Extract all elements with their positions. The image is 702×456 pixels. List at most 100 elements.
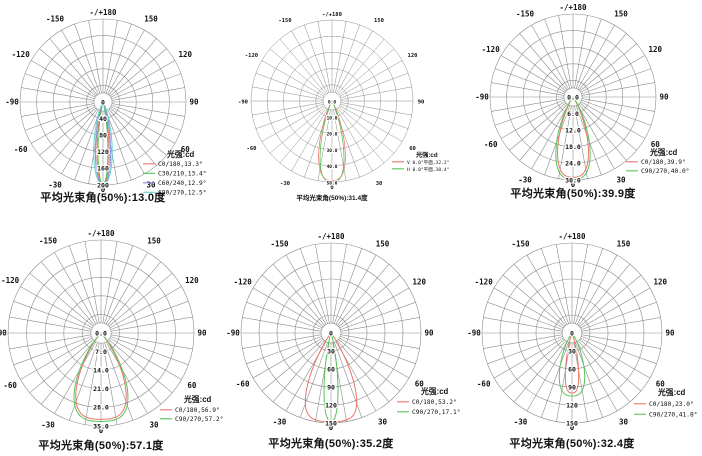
radial-tick-label: 24.0: [565, 160, 581, 168]
radial-tick-label: 200: [97, 181, 109, 189]
angle-label: -30: [41, 420, 55, 429]
grid-spoke: [105, 110, 132, 181]
grid-spoke: [74, 110, 101, 181]
angle-label-top: -/+180: [322, 12, 342, 18]
grid-spoke: [340, 103, 409, 129]
angle-label: 150: [144, 14, 158, 23]
grid-spoke: [577, 24, 615, 90]
legend-label: H 0.0°平面,30.4°: [407, 167, 450, 173]
grid-spoke: [493, 337, 564, 379]
grid-spoke: [299, 342, 328, 418]
grid-spoke: [337, 38, 385, 95]
grid-spoke: [581, 68, 652, 95]
grid-spoke: [580, 55, 646, 93]
grid-spoke: [338, 274, 401, 327]
grid-spoke: [339, 337, 410, 379]
grid-spoke: [88, 20, 102, 94]
grid-spoke: [24, 104, 95, 131]
legend-label: C0/180,13.3°: [158, 160, 203, 168]
grid-spoke: [580, 337, 651, 379]
grid-spoke: [579, 339, 642, 392]
grid-spoke: [483, 317, 563, 332]
radial-tick-label: 10.0: [327, 116, 338, 122]
grid-spoke: [261, 105, 325, 142]
grid-spoke: [334, 24, 360, 93]
angle-label: -90: [238, 100, 248, 106]
angle-label: 120: [413, 278, 427, 287]
grid-spoke: [21, 103, 95, 117]
grid-spoke: [581, 334, 661, 349]
grid-spoke: [337, 263, 390, 326]
grid-spoke: [544, 18, 571, 89]
grid-spoke: [573, 244, 588, 324]
angle-label: 120: [185, 276, 199, 285]
grid-spoke: [108, 272, 173, 327]
grid-spoke: [580, 287, 651, 329]
radial-tick-label: 0: [101, 98, 105, 106]
grid-spoke: [105, 252, 148, 325]
grid-spoke: [519, 103, 568, 161]
angle-label-bottom: 0: [329, 423, 334, 432]
angle-label: 120: [408, 53, 418, 59]
grid-spoke: [336, 108, 373, 172]
angle-label: -150: [270, 239, 289, 248]
angle-label-top: -/+180: [559, 3, 587, 12]
angle-label: -120: [475, 278, 494, 287]
grid-spoke: [315, 244, 330, 324]
grid-spoke: [340, 334, 420, 349]
grid-spoke: [269, 48, 326, 96]
grid-spoke: [577, 104, 615, 170]
grid-spoke: [261, 339, 324, 392]
grid-spoke: [339, 105, 403, 142]
beam-angle-caption: 平均光束角(50%):13.0度: [40, 192, 166, 204]
grid-spoke: [108, 108, 157, 166]
legend-label: C0/180,39.9°: [641, 158, 686, 166]
grid-spoke: [110, 106, 176, 144]
radial-tick-label: 0.0: [328, 99, 336, 105]
series-curve: [318, 100, 346, 181]
grid-spoke: [272, 263, 325, 326]
legend-label: C90/270,40.0°: [641, 167, 689, 175]
grid-spoke: [494, 99, 565, 126]
grid-spoke: [502, 339, 565, 392]
legend-title: 光强:cd: [183, 394, 212, 404]
grid-spoke: [580, 101, 646, 139]
angle-label: -120: [234, 278, 253, 287]
angle-label: 150: [374, 18, 384, 24]
grid-spoke: [13, 300, 92, 330]
grid-spoke: [317, 21, 331, 93]
angle-label: 30: [619, 418, 629, 427]
grid-spoke: [102, 241, 118, 323]
radial-tick-label: 30: [568, 347, 576, 355]
angle-label: -90: [467, 329, 481, 338]
angle-label-bottom: 0: [570, 423, 575, 432]
angle-label: 30: [616, 176, 626, 185]
radial-tick-label: 90: [568, 383, 576, 391]
series-curve: [555, 96, 591, 180]
grid-spoke: [54, 341, 97, 414]
beam-angle-caption: 平均光束角(50%):57.1度: [38, 440, 164, 452]
series-curve: [75, 332, 127, 420]
grid-spoke: [333, 21, 347, 93]
legend-label: C30/210,13.4°: [158, 170, 206, 178]
polar-chart-cell-bottom-middle: -/+180 0 -30 30 -60 60 -90 90 -120 120 -150 150 0 30 6…: [226, 228, 468, 456]
grid-spoke: [502, 274, 565, 327]
radial-tick-label: 30.0: [327, 148, 338, 154]
series-curve: [304, 332, 358, 423]
grid-spoke: [519, 33, 568, 91]
grid-spoke: [340, 102, 412, 116]
grid-spoke: [104, 245, 134, 324]
radial-tick-label: 120: [97, 148, 109, 156]
grid-spoke: [581, 317, 661, 332]
grid-spoke: [579, 274, 642, 327]
grid-spoke: [21, 87, 95, 101]
grid-spoke: [108, 339, 173, 394]
legend-label: C90/270,12.5°: [158, 189, 206, 197]
grid-spoke: [261, 60, 325, 97]
angle-label: 150: [376, 239, 390, 248]
grid-spoke: [581, 98, 655, 112]
grid-spoke: [40, 261, 95, 326]
angle-label: 150: [617, 239, 631, 248]
grid-spoke: [509, 43, 567, 92]
